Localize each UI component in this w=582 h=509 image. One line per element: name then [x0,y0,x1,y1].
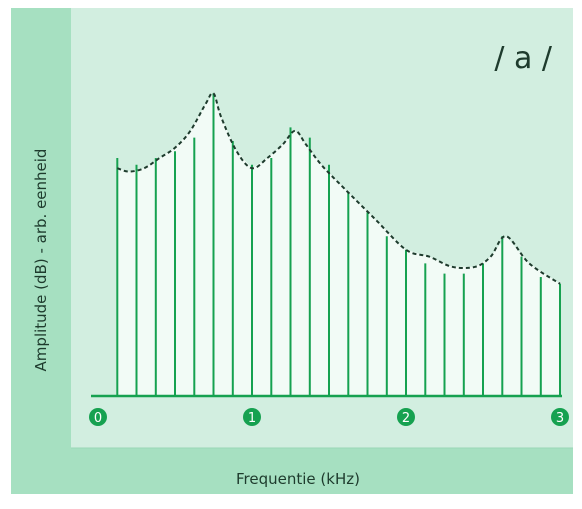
x-tick-label: 0 [94,411,102,426]
chart-figure: / a / Amplitude (dB) - arb. eenheid Freq… [11,8,573,494]
envelope-fill [117,93,560,397]
x-tick-marker [243,408,261,426]
chart-title: / a / [494,41,553,76]
x-tick-label: 3 [556,411,564,426]
harmonic-lines [116,93,561,396]
envelope-line [116,91,561,285]
y-axis-label: Amplitude (dB) - arb. eenheid [32,149,50,372]
x-tick-label: 2 [402,411,410,426]
x-tick-marker [89,408,107,426]
x-tick-label: 1 [248,411,256,426]
x-tick-marker [551,408,569,426]
x-axis-ticks: 0 1 2 3 [89,408,569,426]
spectral-envelope [116,91,561,285]
x-axis-label: Frequentie (kHz) [236,470,360,488]
harmonic-area [117,93,560,397]
x-tick-marker [397,408,415,426]
